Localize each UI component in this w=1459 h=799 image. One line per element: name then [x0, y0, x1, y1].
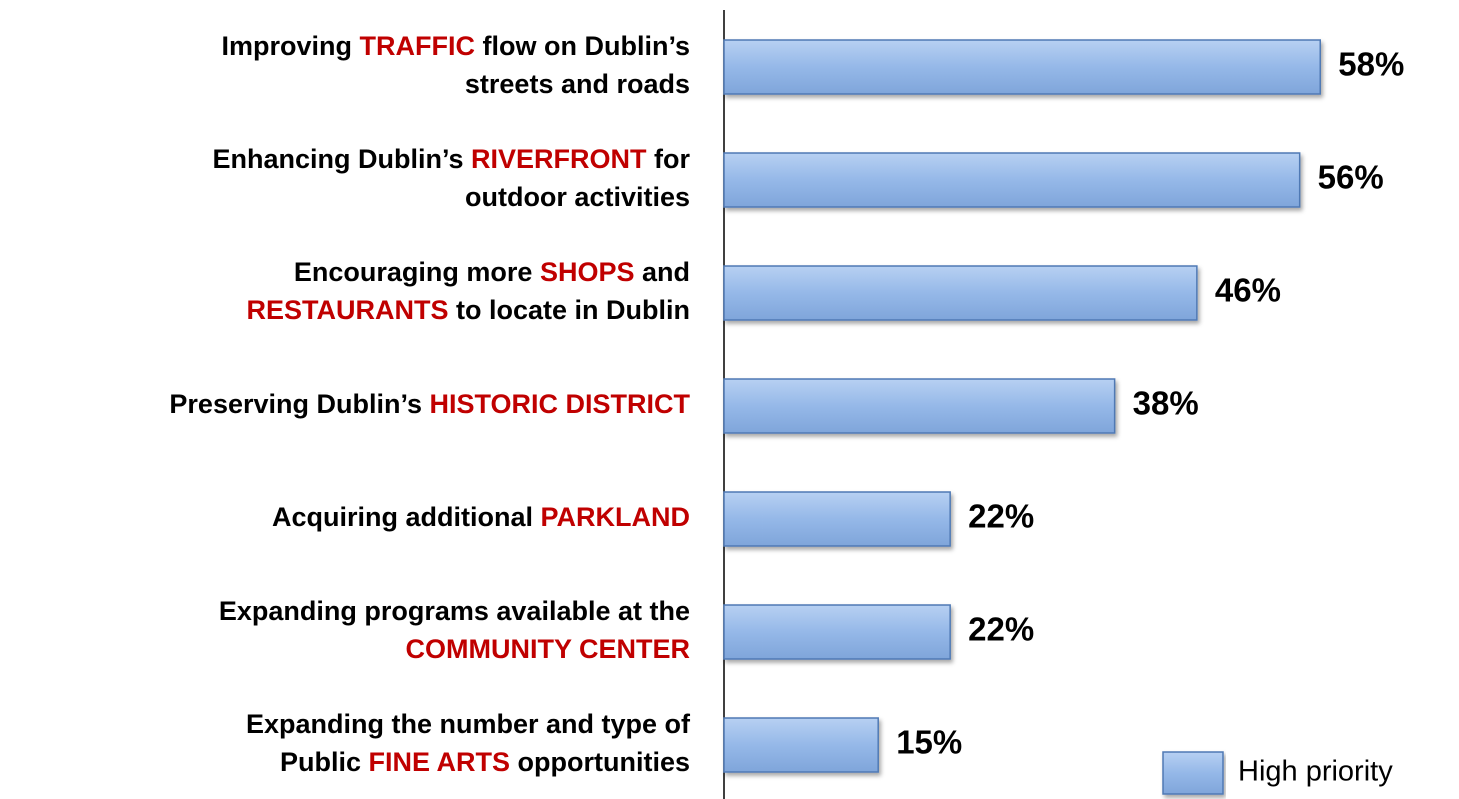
bar [723, 491, 951, 547]
label-text: Encouraging more [294, 257, 540, 287]
category-label: Improving TRAFFIC flow on Dublin’s [222, 31, 690, 61]
value-label: 46% [1215, 272, 1281, 309]
bar [723, 378, 1116, 434]
category-label: RESTAURANTS to locate in Dublin [247, 295, 691, 325]
label-text: Public [280, 747, 369, 777]
category-label: Public FINE ARTS opportunities [280, 747, 690, 777]
bar [723, 717, 879, 773]
bar [723, 152, 1301, 208]
bar [723, 604, 951, 660]
highlight-text: SHOPS [540, 257, 635, 287]
legend-swatch [1162, 751, 1224, 795]
category-label: Acquiring additional PARKLAND [272, 502, 690, 532]
label-text: Expanding the number and type of [246, 709, 691, 739]
category-label: outdoor activities [465, 182, 690, 212]
value-label: 15% [896, 724, 962, 761]
highlight-text: TRAFFIC [360, 31, 475, 61]
highlight-text: COMMUNITY CENTER [405, 634, 690, 664]
category-label: Enhancing Dublin’s RIVERFRONT for [212, 144, 690, 174]
label-text: Acquiring additional [272, 502, 541, 532]
value-label: 58% [1338, 46, 1404, 83]
label-text: Improving [222, 31, 360, 61]
bar [723, 265, 1198, 321]
value-label: 22% [968, 611, 1034, 648]
highlight-text: PARKLAND [541, 502, 691, 532]
highlight-text: RIVERFRONT [471, 144, 647, 174]
label-text: flow on Dublin’s [475, 31, 690, 61]
value-label: 22% [968, 498, 1034, 535]
category-label: Encouraging more SHOPS and [294, 257, 690, 287]
label-text: Enhancing Dublin’s [212, 144, 471, 174]
legend-label: High priority [1238, 756, 1393, 788]
category-label: Expanding the number and type of [246, 709, 691, 739]
label-text: for [647, 144, 691, 174]
label-text: Expanding programs available at the [219, 596, 690, 626]
label-text: and [634, 257, 690, 287]
value-label: 38% [1133, 385, 1199, 422]
value-label: 56% [1318, 159, 1384, 196]
label-text: outdoor activities [465, 182, 690, 212]
label-text: opportunities [510, 747, 690, 777]
category-label: streets and roads [465, 69, 690, 99]
label-text: to locate in Dublin [449, 295, 691, 325]
highlight-text: RESTAURANTS [247, 295, 449, 325]
category-label: COMMUNITY CENTER [405, 634, 690, 664]
highlight-text: HISTORIC DISTRICT [429, 389, 690, 419]
category-label: Expanding programs available at the [219, 596, 690, 626]
bar [723, 39, 1321, 95]
label-text: Preserving Dublin’s [169, 389, 429, 419]
category-label: Preserving Dublin’s HISTORIC DISTRICT [169, 389, 690, 419]
label-text: streets and roads [465, 69, 690, 99]
highlight-text: FINE ARTS [369, 747, 511, 777]
